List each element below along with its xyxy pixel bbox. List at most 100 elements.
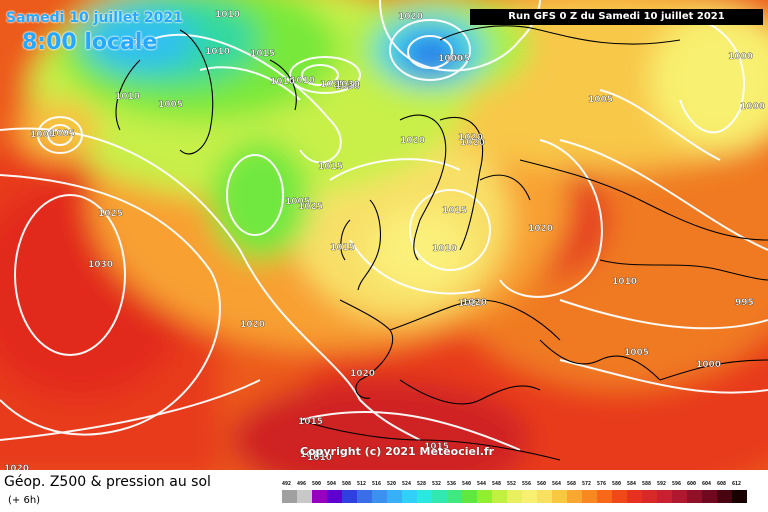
scale-label: 508 (342, 481, 352, 487)
isobar-value-label: 1000 (740, 102, 765, 112)
scale-swatch (687, 490, 702, 503)
scale-label: 588 (642, 481, 652, 487)
scale-label: 528 (417, 481, 427, 487)
isobar-value-label: 1000 (30, 130, 55, 140)
scale-swatch (702, 490, 717, 503)
scale-swatch (552, 490, 567, 503)
forecast-time: 8:00 locale (22, 30, 158, 55)
isobar-value-label: 1005 (624, 348, 649, 358)
isobar-value-label: 1020 (460, 138, 485, 148)
isobar-value-label: 1015 (300, 450, 325, 460)
scale-label: 536 (447, 481, 457, 487)
scale-label: 516 (372, 481, 382, 487)
isobar-value-label: 1025 (320, 80, 345, 90)
isobar-value-label: 1005 (158, 100, 183, 110)
isobar-value-label: 1020 (528, 224, 553, 234)
scale-label: 580 (612, 481, 622, 487)
isobar-value-label: 1010 (307, 453, 332, 463)
scale-swatch (297, 490, 312, 503)
isobar-value-label: 1015 (424, 442, 449, 452)
isobar-value-label: 1015 (298, 417, 323, 427)
scale-swatch (402, 490, 417, 503)
legend-title: Géop. Z500 & pression au sol (4, 474, 211, 490)
forecast-date: Samedi 10 juillet 2021 (6, 10, 183, 26)
coastlines (115, 25, 768, 461)
isobar-value-label: 1015 (125, 38, 150, 48)
isobar-value-label: 1010 (290, 76, 315, 86)
isobar-value-label: 1020 (398, 12, 423, 22)
scale-swatch (582, 490, 597, 503)
isobar-value-label: 1000 (696, 360, 721, 370)
isobar-value-label: 1030 (335, 82, 360, 92)
scale-swatch (732, 490, 747, 503)
isobar-value-label: 1000 (438, 54, 463, 64)
legend-subtitle: (+ 6h) (8, 495, 41, 506)
scale-label: 572 (582, 481, 592, 487)
scale-swatch (462, 490, 477, 503)
model-run-info: Run GFS 0 Z du Samedi 10 juillet 2021 (470, 9, 763, 25)
scale-swatch (597, 490, 612, 503)
scale-swatch (672, 490, 687, 503)
isobar-value-label: 995 (735, 298, 754, 308)
copyright-notice: Copyright (c) 2021 Meteociel.fr (300, 445, 495, 458)
scale-label: 496 (297, 481, 307, 487)
scale-swatch (432, 490, 447, 503)
scale-label: 504 (327, 481, 337, 487)
isobar-value-label: 1020 (350, 369, 375, 379)
scale-label: 524 (402, 481, 412, 487)
isobar-value-label: 1010 (215, 10, 240, 20)
isobar-value-label: 1020 (4, 464, 29, 470)
scale-swatch (537, 490, 552, 503)
isobar-value-label: 1020 (400, 136, 425, 146)
scale-swatch (447, 490, 462, 503)
scale-label: 564 (552, 481, 562, 487)
scale-swatch (522, 490, 537, 503)
scale-swatch (372, 490, 387, 503)
scale-swatch (507, 490, 522, 503)
isobar-value-label: 1010 (432, 244, 457, 254)
isobar-lines (0, 0, 768, 450)
isobar-value-label: 1020 (240, 320, 265, 330)
isobar-value-label: 1010 (612, 277, 637, 287)
scale-swatch (417, 490, 432, 503)
scale-label: 492 (282, 481, 292, 487)
isobar-value-label: 1020 (458, 299, 483, 309)
isobar-value-label: 1000 (728, 52, 753, 62)
isobar-value-label: 1005 (50, 129, 75, 139)
scale-label: 520 (387, 481, 397, 487)
isobar-value-label: 1015 (318, 162, 343, 172)
scale-label: 552 (507, 481, 517, 487)
scale-swatch (642, 490, 657, 503)
scale-label: 532 (432, 481, 442, 487)
isobar-value-label: 1030 (335, 80, 360, 90)
geopotential-field (0, 0, 768, 470)
isobar-value-label: 1015 (250, 49, 275, 59)
scale-label: 512 (357, 481, 367, 487)
scale-label: 540 (462, 481, 472, 487)
scale-label: 600 (687, 481, 697, 487)
isobar-value-label: 1030 (88, 260, 113, 270)
scale-label: 612 (732, 481, 742, 487)
isobar-value-label: 1020 (462, 298, 487, 308)
scale-label: 568 (567, 481, 577, 487)
isobar-value-label: 1025 (298, 202, 323, 212)
scale-swatch (492, 490, 507, 503)
isobar-value-label: 1010 (115, 92, 140, 102)
scale-label: 500 (312, 481, 322, 487)
scale-label: 544 (477, 481, 487, 487)
isobar-value-label: 1015 (330, 243, 355, 253)
scale-swatch (567, 490, 582, 503)
isobar-value-label: 1010 (270, 77, 295, 87)
scale-label: 604 (702, 481, 712, 487)
scale-label: 596 (672, 481, 682, 487)
scale-swatch (627, 490, 642, 503)
scale-label: 548 (492, 481, 502, 487)
scale-label: 576 (597, 481, 607, 487)
scale-label: 608 (717, 481, 727, 487)
scale-swatch (612, 490, 627, 503)
scale-swatch (282, 490, 297, 503)
isobar-value-label: 1005 (285, 197, 310, 207)
